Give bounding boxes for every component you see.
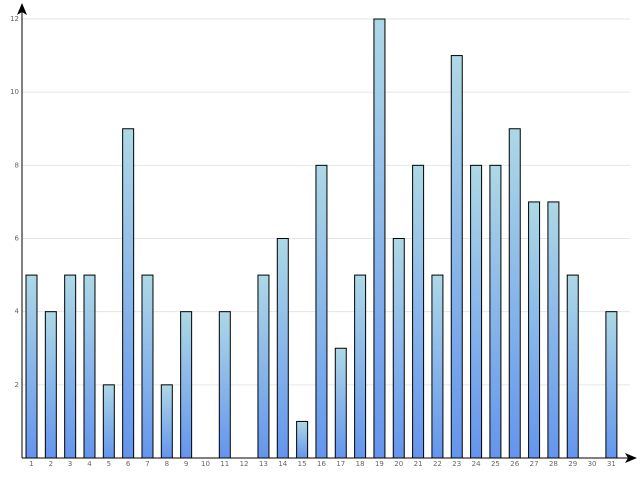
x-tick-label: 25 (491, 460, 500, 468)
bar-4 (83, 274, 96, 459)
bar-13 (257, 274, 270, 459)
y-tick-label: 4 (15, 308, 20, 316)
bar-14 (276, 238, 289, 459)
axes (17, 3, 637, 463)
bar-6 (122, 128, 135, 459)
bar-24 (470, 164, 483, 459)
bar-5 (102, 384, 115, 459)
bar-18 (354, 274, 367, 459)
y-tick-label: 10 (10, 88, 19, 96)
y-tick-label: 12 (10, 15, 19, 23)
x-tick-label: 9 (184, 460, 188, 468)
x-tick-label: 22 (433, 460, 442, 468)
x-tick-label: 14 (278, 460, 287, 468)
x-tick-label: 21 (414, 460, 423, 468)
x-tick-label: 7 (145, 460, 149, 468)
y-tick-label: 6 (15, 235, 20, 243)
x-tick-label: 29 (568, 460, 577, 468)
y-axis-arrow (17, 3, 27, 15)
bar-27 (528, 201, 541, 459)
bar-7 (141, 274, 154, 459)
bar-3 (64, 274, 77, 459)
x-tick-label: 10 (201, 460, 210, 468)
x-tick-label: 8 (165, 460, 169, 468)
x-tick-label: 30 (588, 460, 597, 468)
bar-8 (160, 384, 173, 459)
bar-20 (392, 238, 405, 459)
x-tick-label: 18 (356, 460, 365, 468)
x-tick-label: 4 (87, 460, 92, 468)
x-tick-label: 3 (68, 460, 72, 468)
bar-16 (315, 164, 328, 459)
bar-9 (180, 311, 193, 459)
x-tick-label: 19 (375, 460, 384, 468)
x-tick-label: 12 (240, 460, 249, 468)
y-tick-label: 8 (15, 161, 19, 169)
x-tick-labels: 1 2 3 4 5 6 7 8 9 10 11 12 13 14 15 16 17 18 19 20 21 22 23 24 2… (29, 460, 616, 468)
x-tick-label: 20 (394, 460, 403, 468)
x-tick-label: 17 (336, 460, 345, 468)
x-tick-label: 5 (107, 460, 111, 468)
x-tick-label: 16 (317, 460, 326, 468)
bar-28 (547, 201, 560, 459)
x-tick-label: 11 (220, 460, 229, 468)
bar-31 (605, 311, 618, 459)
x-tick-label: 2 (49, 460, 53, 468)
x-tick-label: 31 (607, 460, 616, 468)
x-axis-arrow (625, 453, 637, 463)
bar-25 (489, 164, 502, 459)
x-tick-label: 28 (549, 460, 558, 468)
x-tick-label: 1 (29, 460, 33, 468)
y-tick-labels: 2 4 6 8 10 12 (10, 15, 19, 389)
bar-1 (25, 274, 38, 459)
bar-17 (334, 347, 347, 459)
bar-29 (566, 274, 579, 459)
x-tick-label: 27 (530, 460, 539, 468)
bar-22 (431, 274, 444, 459)
x-tick-label: 26 (510, 460, 519, 468)
y-tick-label: 2 (15, 381, 19, 389)
x-tick-label: 24 (472, 460, 481, 468)
bar-11 (218, 311, 231, 459)
bar-15 (296, 420, 309, 459)
bar-19 (373, 18, 386, 459)
bar-2 (44, 311, 57, 459)
x-tick-label: 6 (126, 460, 131, 468)
bar-26 (508, 128, 521, 459)
bar-21 (412, 164, 425, 459)
x-tick-label: 13 (259, 460, 268, 468)
x-tick-label: 15 (298, 460, 307, 468)
x-tick-label: 23 (452, 460, 461, 468)
bar-23 (450, 55, 463, 459)
